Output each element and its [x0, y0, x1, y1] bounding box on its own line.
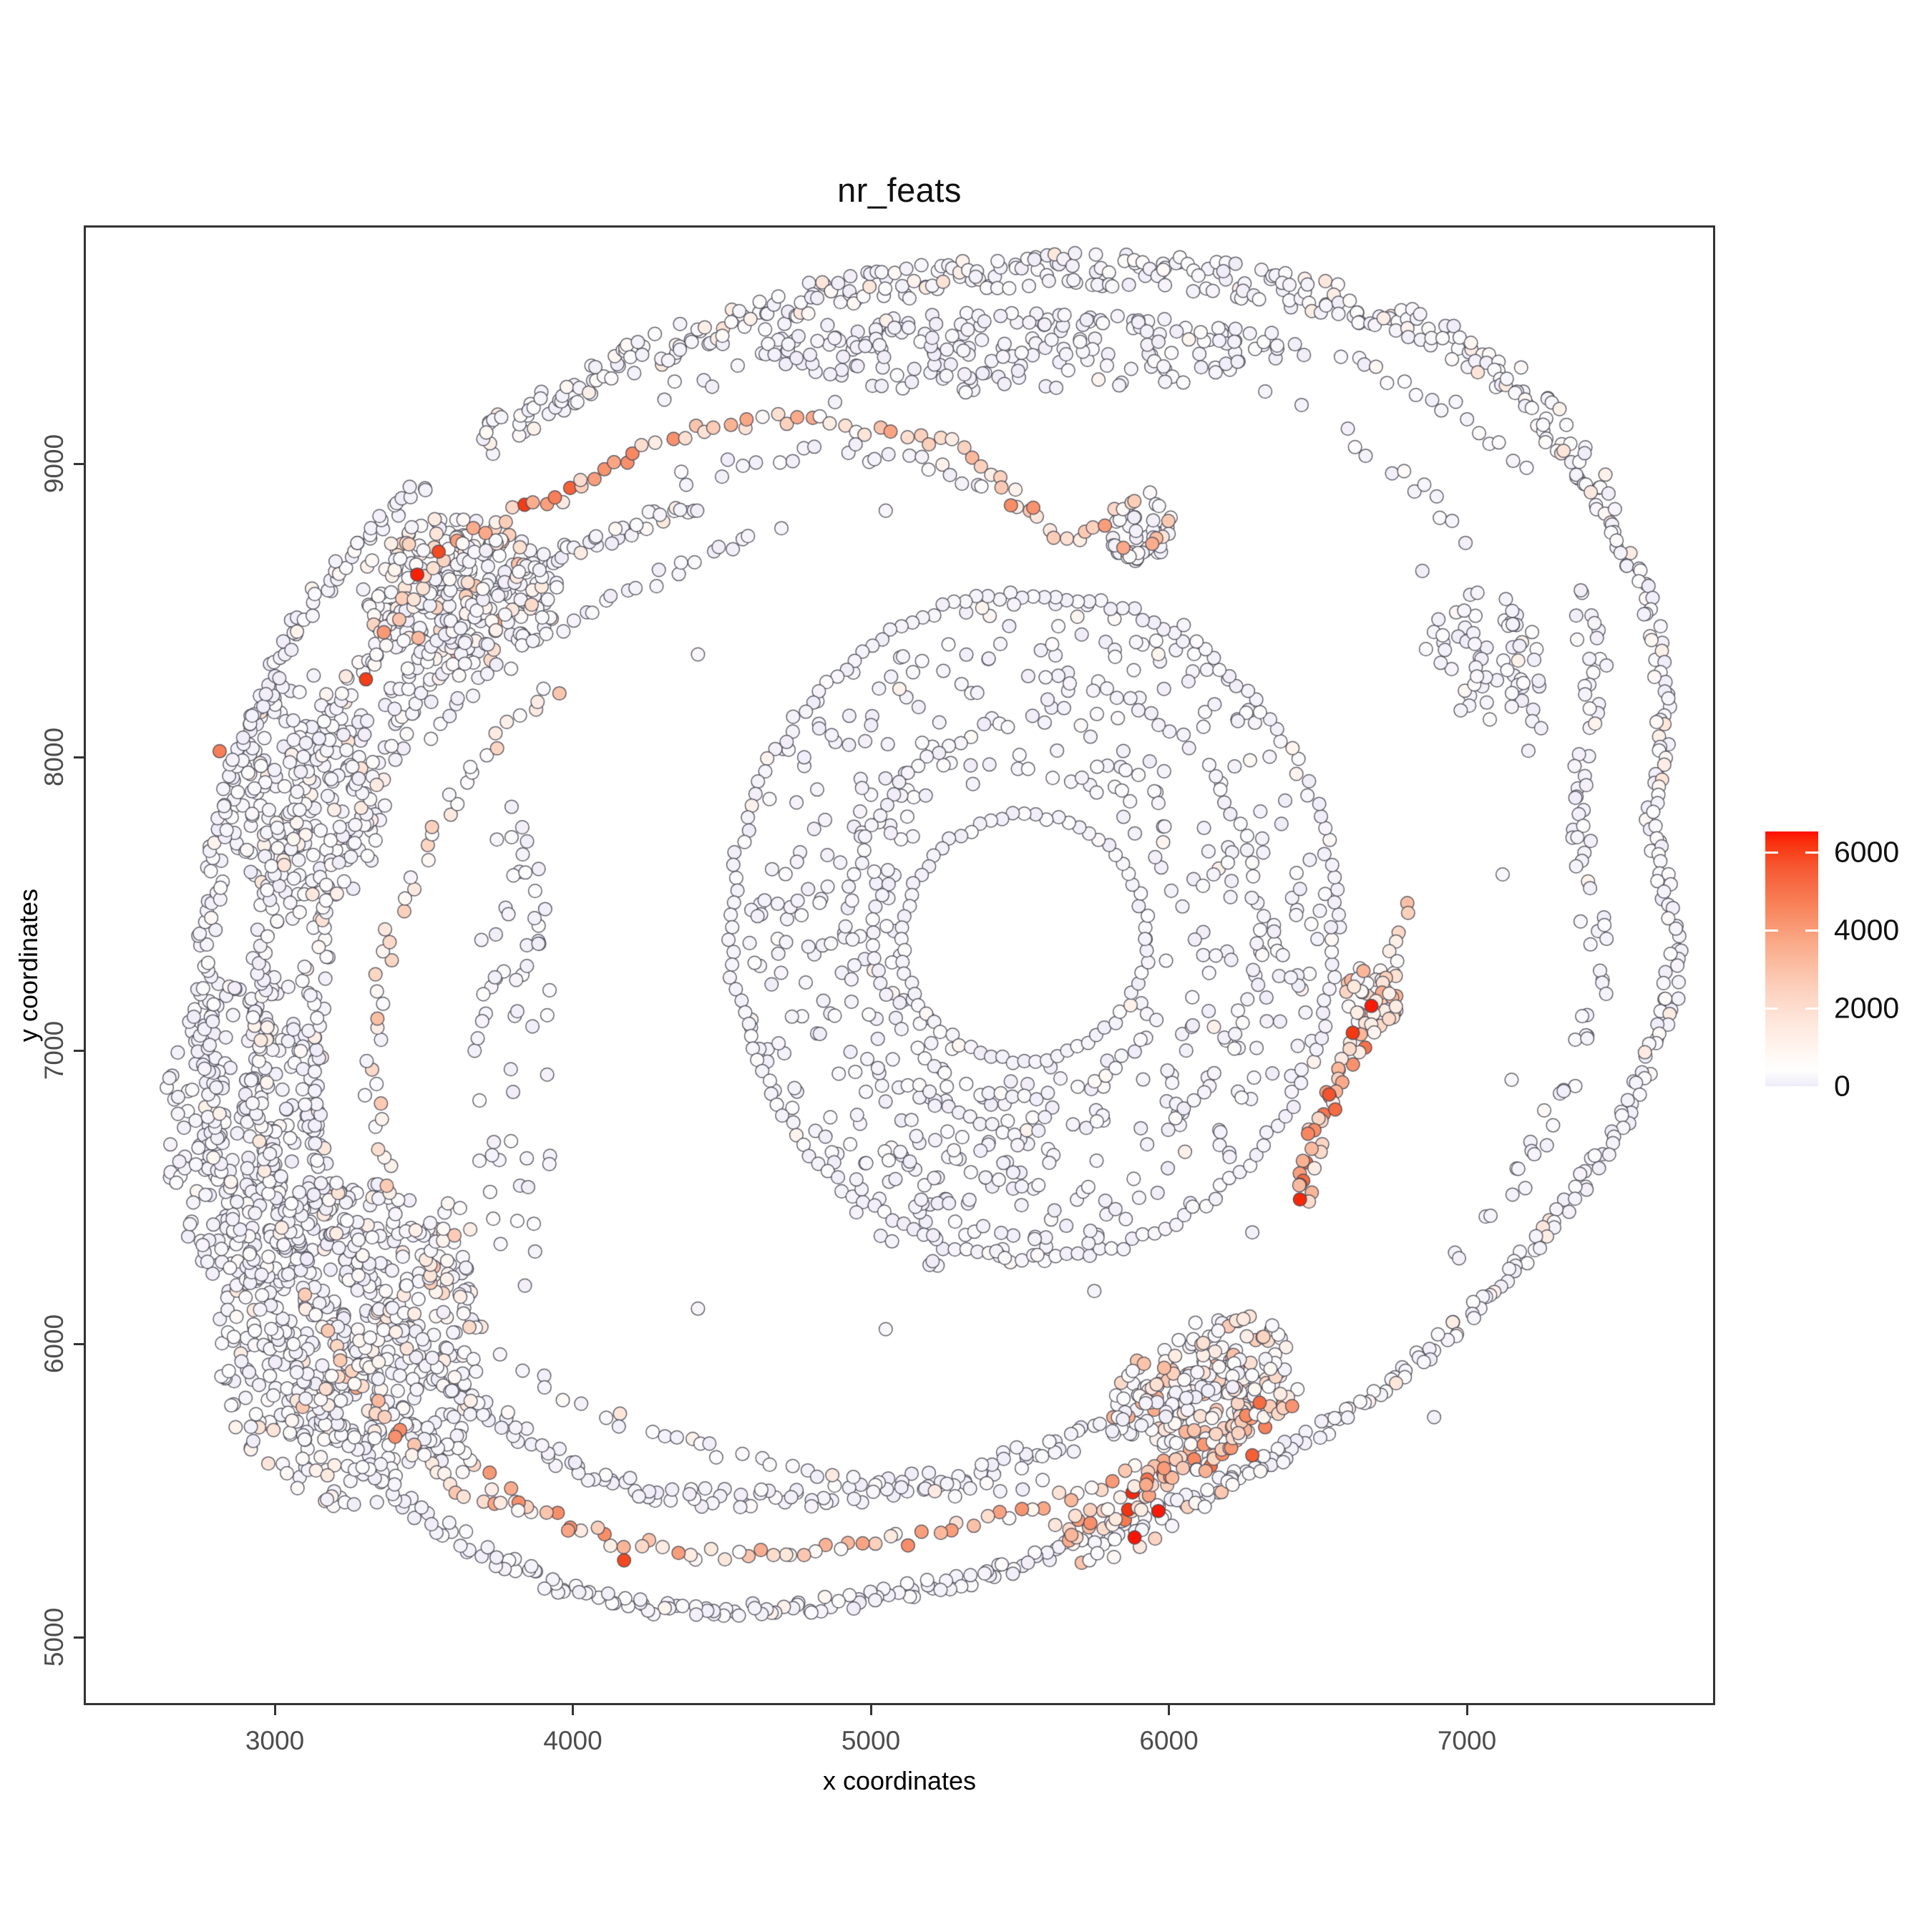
x-tick-label: 4000 [543, 1726, 602, 1755]
x-tick-label: 5000 [841, 1726, 901, 1755]
y-tick-label: 9000 [39, 434, 69, 494]
x-axis-title: x coordinates [822, 1766, 977, 1795]
y-tick-label: 7000 [39, 1020, 69, 1080]
x-tick-mark [869, 1705, 872, 1715]
legend-tick-label: 0 [1834, 1069, 1850, 1103]
page-title: nr_feats [837, 171, 962, 209]
legend-tick-mark [1805, 851, 1818, 854]
legend-tick-mark [1765, 1007, 1778, 1010]
y-tick-mark [74, 1636, 84, 1639]
legend-tick-mark [1765, 851, 1778, 854]
legend-tick-mark [1805, 1007, 1818, 1010]
legend-tick-label: 4000 [1834, 913, 1900, 947]
legend-colorbar [1765, 831, 1818, 1086]
y-tick-mark [74, 1342, 84, 1345]
y-tick-mark [74, 756, 84, 758]
legend-tick-mark [1805, 929, 1818, 932]
x-tick-label: 7000 [1437, 1726, 1497, 1755]
legend-tick-mark [1765, 929, 1778, 932]
y-axis-title: y coordinates [14, 888, 43, 1043]
x-tick-mark [572, 1705, 574, 1715]
y-tick-mark [74, 462, 84, 465]
y-tick-label: 5000 [39, 1607, 69, 1667]
scatter-point-cloud [84, 225, 1715, 1705]
x-tick-mark [1465, 1705, 1468, 1715]
y-tick-mark [74, 1049, 84, 1052]
y-tick-label: 6000 [39, 1314, 69, 1374]
x-tick-mark [1168, 1705, 1170, 1715]
legend-tick-label: 6000 [1834, 835, 1900, 869]
legend-tick-label: 2000 [1834, 991, 1900, 1025]
x-tick-label: 3000 [245, 1726, 305, 1755]
x-tick-label: 6000 [1139, 1726, 1199, 1755]
y-tick-label: 8000 [39, 727, 69, 787]
x-tick-mark [273, 1705, 276, 1715]
